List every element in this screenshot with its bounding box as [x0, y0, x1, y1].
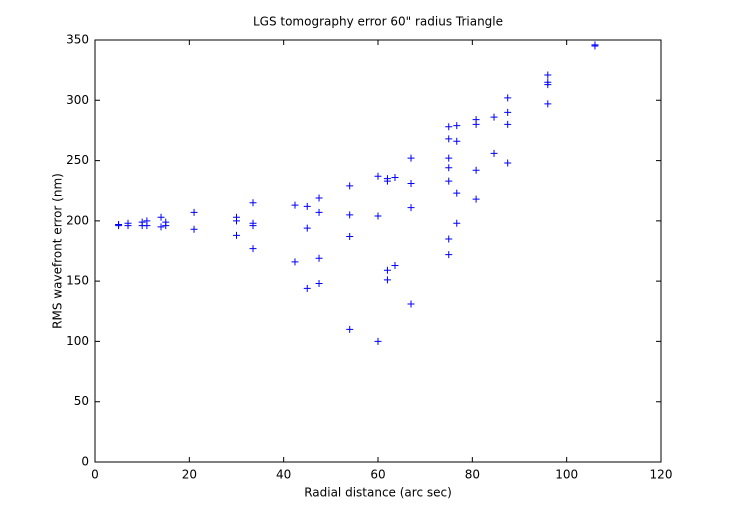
point	[453, 219, 461, 227]
point	[453, 189, 461, 197]
x-tick-label: 0	[91, 468, 99, 482]
y-tick-label: 300	[66, 93, 89, 107]
x-tick-label: 120	[650, 468, 673, 482]
point	[291, 201, 299, 209]
point	[407, 154, 415, 162]
x-tick-label: 80	[465, 468, 480, 482]
point	[303, 224, 311, 232]
point	[303, 202, 311, 210]
point	[233, 217, 240, 225]
point	[391, 261, 399, 269]
x-tick-label: 100	[555, 468, 578, 482]
point	[504, 159, 512, 167]
x-tick-label: 20	[182, 468, 197, 482]
point	[445, 123, 453, 131]
point	[249, 222, 257, 230]
point	[157, 213, 165, 221]
point	[374, 212, 382, 220]
point	[303, 284, 311, 292]
point	[445, 135, 453, 143]
point	[249, 199, 257, 207]
y-tick-label: 350	[66, 33, 89, 47]
point	[383, 266, 391, 274]
point	[453, 122, 461, 130]
point	[162, 222, 170, 230]
point	[407, 204, 415, 212]
point	[504, 108, 512, 116]
point	[233, 231, 240, 239]
point	[190, 208, 198, 216]
point	[504, 120, 512, 128]
point	[157, 223, 165, 231]
point	[124, 222, 132, 230]
chart-title: LGS tomography error 60" radius Triangle	[253, 15, 503, 29]
y-tick-label: 150	[66, 274, 89, 288]
y-axis-label: RMS wavefront error (nm)	[51, 173, 65, 329]
point	[591, 41, 599, 49]
plot-area	[94, 39, 662, 463]
x-tick-label: 60	[370, 468, 385, 482]
point	[490, 113, 498, 121]
point	[407, 179, 415, 187]
y-tick-label: 250	[66, 153, 89, 167]
point	[504, 94, 512, 102]
y-tick-label: 100	[66, 334, 89, 348]
point	[346, 325, 354, 333]
point	[445, 154, 453, 162]
point	[374, 337, 382, 345]
point	[445, 164, 453, 172]
point	[445, 251, 453, 259]
y-tick-label: 0	[81, 455, 89, 469]
x-tick-label: 40	[276, 468, 291, 482]
point	[315, 194, 323, 202]
point	[472, 120, 480, 128]
point	[315, 208, 323, 216]
point	[383, 276, 391, 284]
point	[190, 225, 198, 233]
point	[472, 166, 480, 174]
point	[115, 222, 123, 230]
point	[445, 235, 453, 243]
y-tick-label: 50	[74, 394, 89, 408]
point	[291, 258, 299, 266]
point	[391, 173, 399, 181]
point	[346, 211, 354, 219]
x-axis-label: Radial distance (arc sec)	[304, 486, 452, 500]
y-tick-label: 200	[66, 213, 89, 227]
point	[407, 300, 415, 308]
point	[544, 71, 552, 79]
point	[143, 222, 151, 230]
point	[445, 177, 453, 185]
point	[315, 254, 323, 262]
point	[346, 233, 354, 241]
point	[544, 81, 552, 89]
point	[490, 149, 498, 157]
point	[383, 177, 391, 185]
point	[346, 182, 354, 190]
point	[472, 195, 480, 203]
point	[374, 172, 382, 180]
point	[315, 280, 323, 288]
point	[544, 100, 552, 108]
point	[453, 137, 461, 145]
point	[249, 245, 257, 253]
